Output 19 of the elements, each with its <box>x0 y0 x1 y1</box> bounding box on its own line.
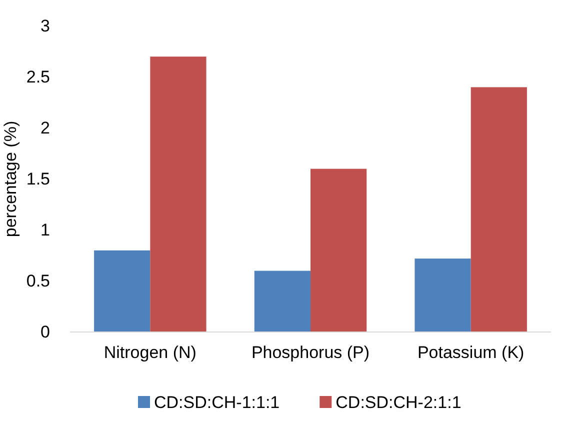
y-tick-label: 0.5 <box>26 271 50 290</box>
x-tick-label: Potassium (K) <box>417 343 524 362</box>
y-tick-label: 2 <box>40 118 50 138</box>
y-tick-label: 1.5 <box>26 169 50 188</box>
x-tick-label: Phosphorus (P) <box>251 343 370 362</box>
y-axis-title: percentage (%) <box>1 120 20 238</box>
y-tick-label: 2.5 <box>26 67 50 86</box>
bar <box>94 250 150 332</box>
bar <box>150 56 206 332</box>
y-tick-label: 3 <box>40 16 50 36</box>
x-tick-label: Nitrogen (N) <box>104 343 196 362</box>
y-tick-label: 1 <box>40 220 50 240</box>
legend-label: CD:SD:CH-1:1:1 <box>154 393 280 412</box>
bar <box>254 270 310 332</box>
bar <box>310 168 367 332</box>
y-tick-label: 0 <box>40 322 50 342</box>
bar <box>414 258 471 332</box>
bar <box>470 87 527 332</box>
legend-label: CD:SD:CH-2:1:1 <box>336 393 462 412</box>
